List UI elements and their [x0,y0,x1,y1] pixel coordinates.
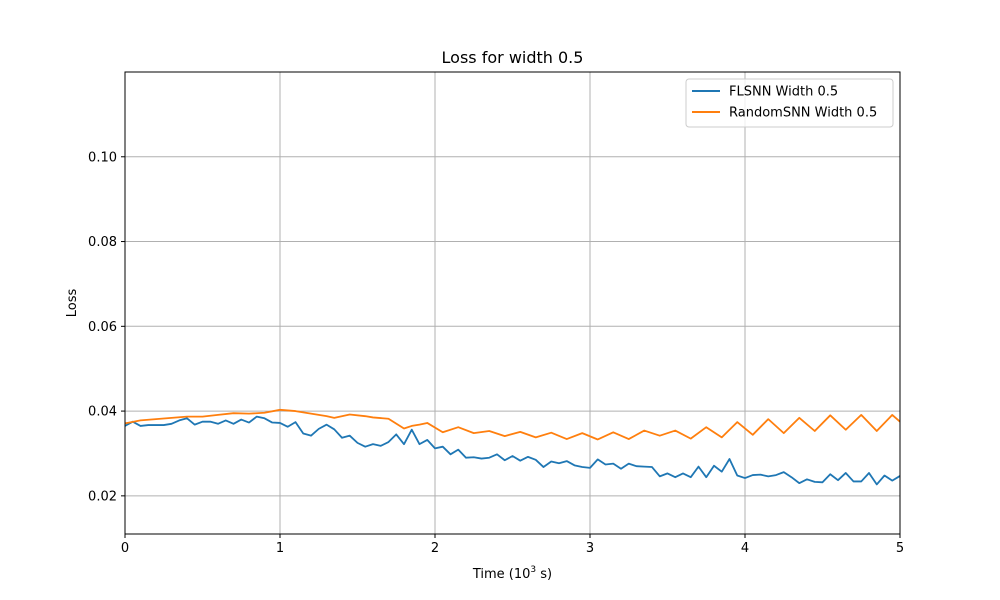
y-tick-label: 0.02 [88,489,117,504]
x-axis-label-main: Time (10 [472,567,531,582]
y-tick-label: 0.10 [88,150,117,165]
x-axis-label-exponent: 3 [530,565,536,575]
x-tick-label: 5 [896,541,904,556]
y-tick-label: 0.04 [88,405,117,420]
series-line-flsnn [124,415,901,486]
x-tick-label: 4 [741,541,749,556]
legend-entry-randomsnn: RandomSNN Width 0.5 [729,106,877,121]
series-lines [124,408,901,486]
chart-title: Loss for width 0.5 [442,48,584,67]
x-axis-label-suffix: s) [536,567,552,582]
y-tick-label: 0.06 [88,320,117,335]
legend-box [685,78,894,128]
y-axis-label: Loss [65,289,80,318]
series-line-randomsnn [124,408,901,441]
legend: FLSNN Width 0.5 RandomSNN Width 0.5 [685,78,894,128]
y-tick-label: 0.08 [88,235,117,250]
ticks: 0 1 2 3 4 5 0.02 0.04 0.06 0.08 0.10 [88,150,904,556]
grid [124,72,901,534]
x-tick-label: 2 [431,541,439,556]
plot-frame [124,71,901,535]
x-axis-label: Time (103 s) [472,565,552,582]
x-tick-label: 1 [276,541,284,556]
x-tick-label: 0 [121,541,129,556]
legend-entry-flsnn: FLSNN Width 0.5 [729,85,838,100]
x-tick-label: 3 [586,541,594,556]
